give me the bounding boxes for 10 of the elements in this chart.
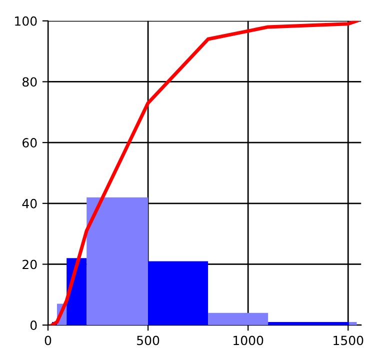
x-tick-label: 1000 <box>234 336 264 346</box>
y-tick-label: 0 <box>30 320 37 330</box>
y-tick-label: 100 <box>15 16 37 26</box>
y-tick-label: 60 <box>22 138 37 148</box>
y-tick-label: 80 <box>22 77 37 87</box>
x-tick-label: 1500 <box>334 336 364 346</box>
y-tick-label: 20 <box>22 260 37 270</box>
x-tick-label: 500 <box>137 336 160 346</box>
x-tick-label: 0 <box>44 336 52 346</box>
y-tick-label: 40 <box>22 198 37 208</box>
